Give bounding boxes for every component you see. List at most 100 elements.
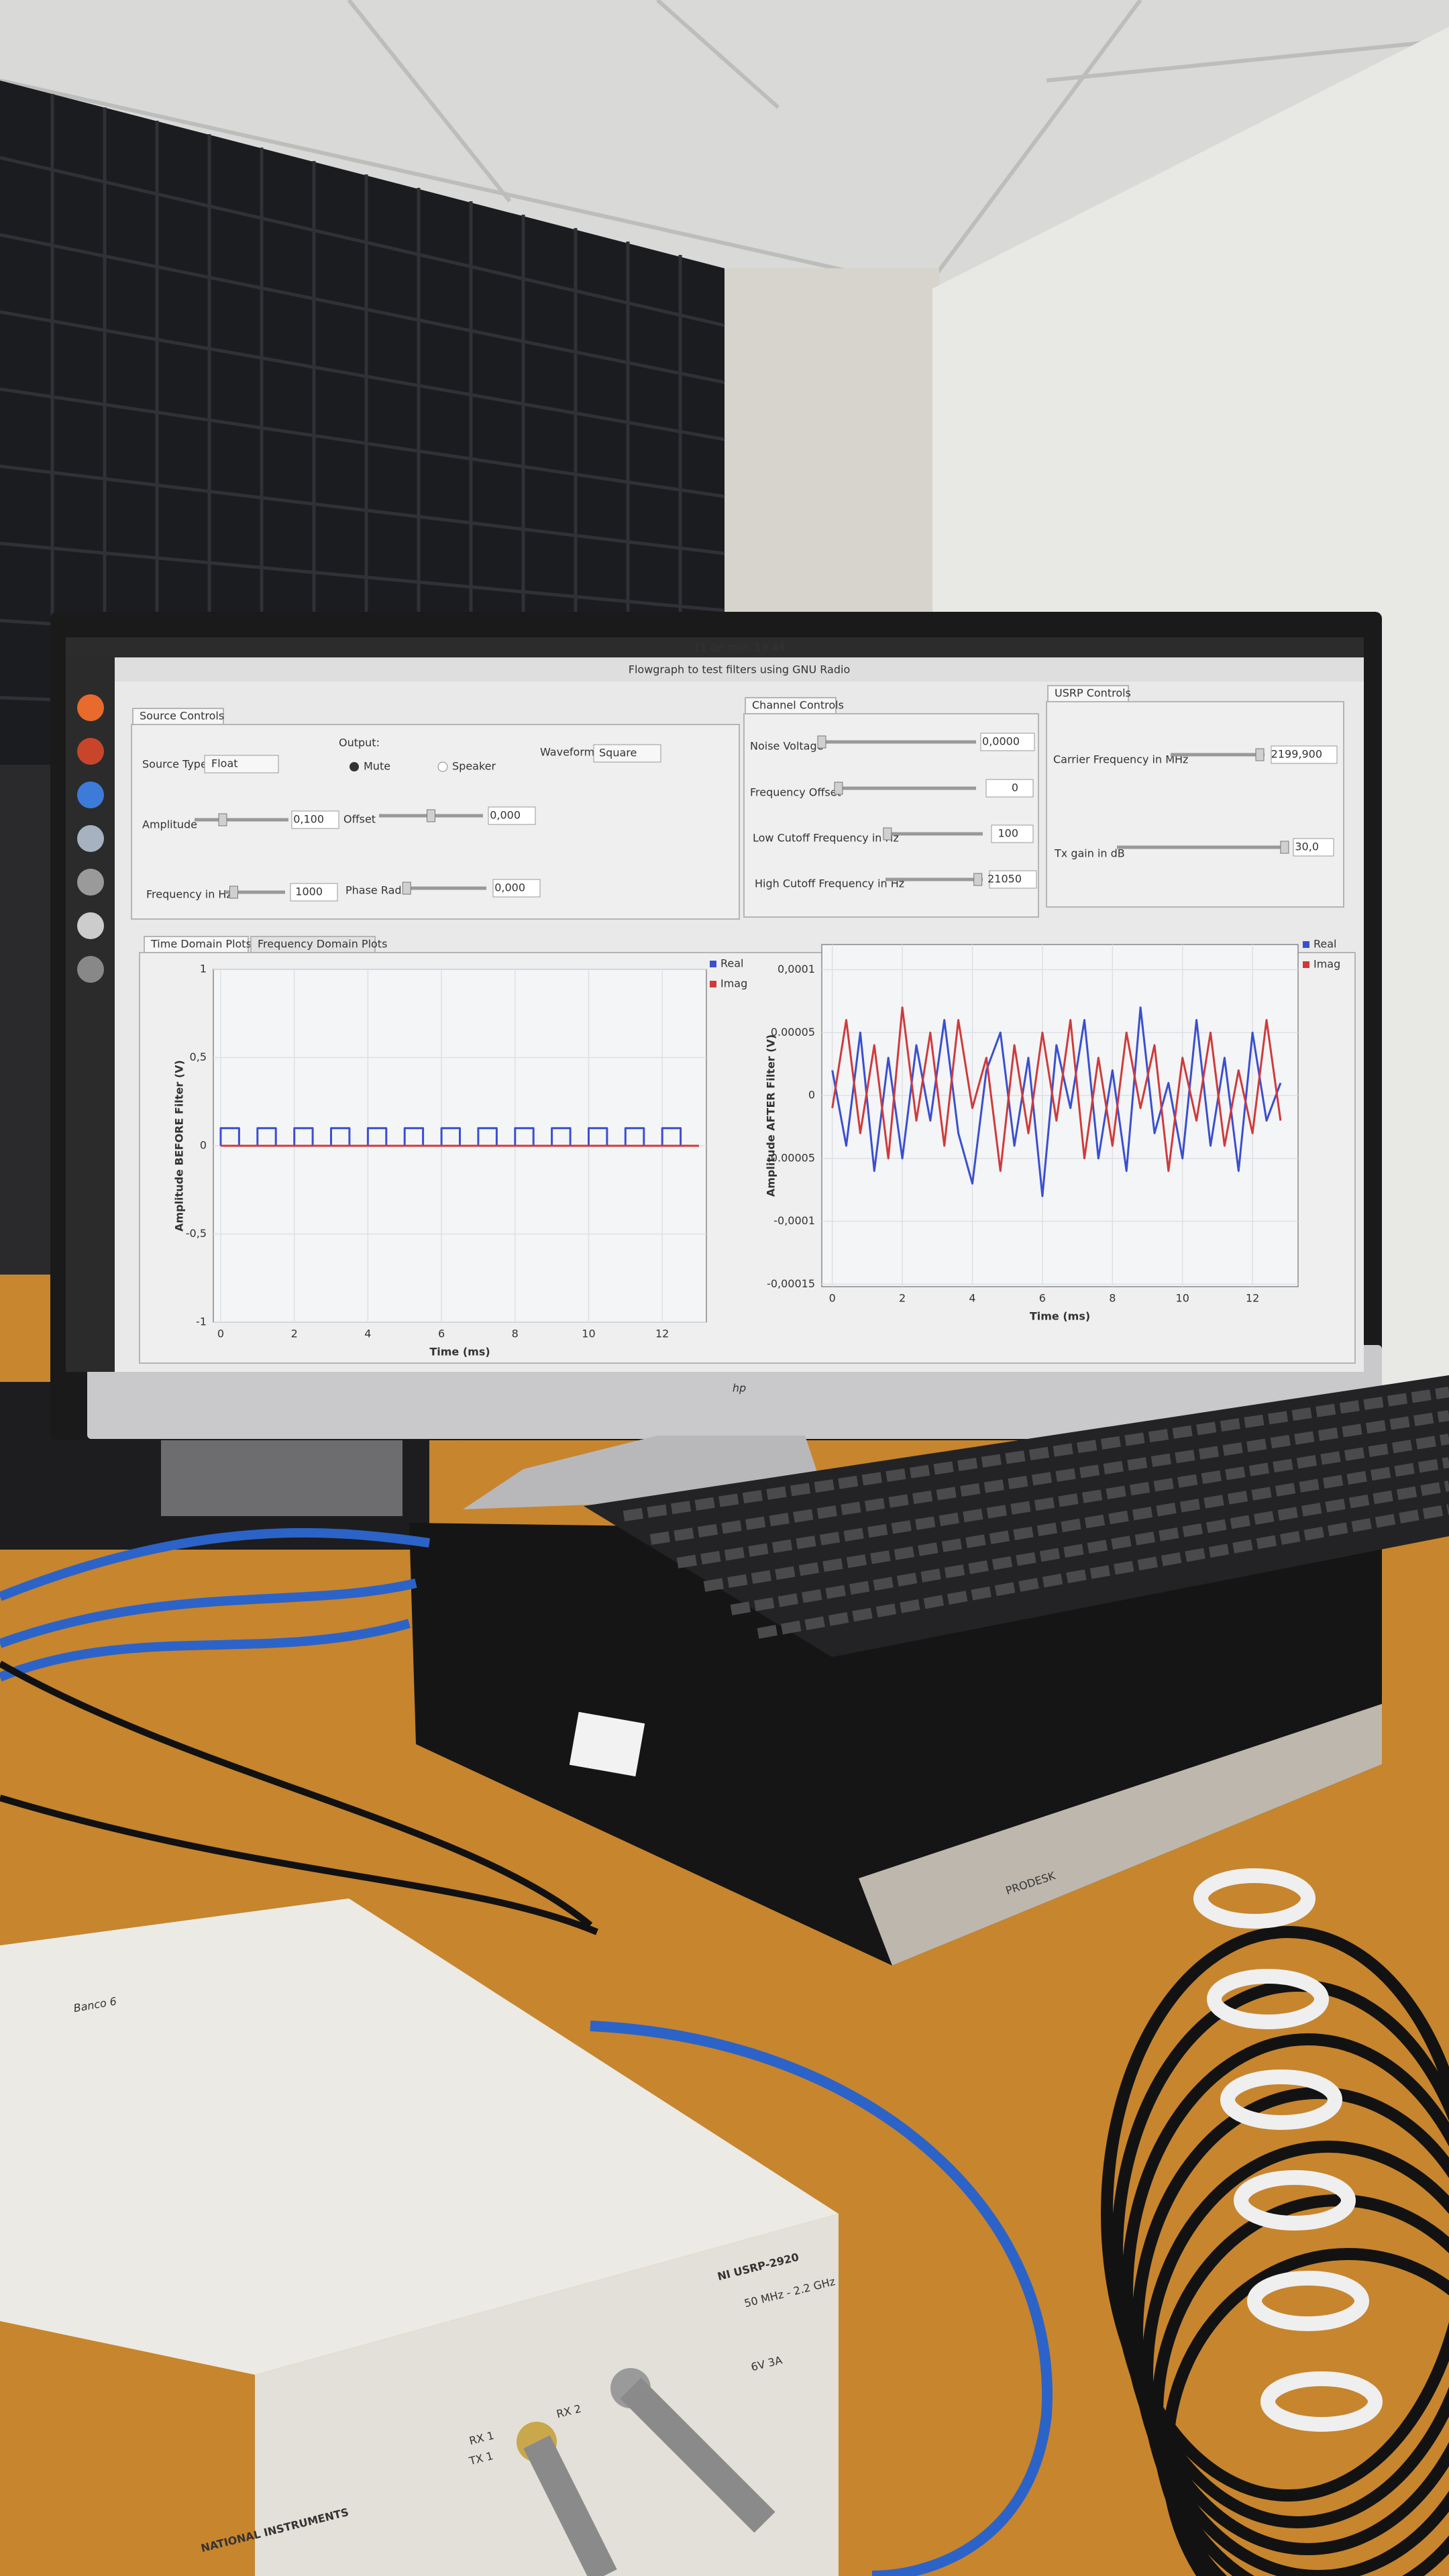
legend-swatch [710,981,716,987]
spin-box[interactable] [985,779,1034,798]
key-row [703,1457,1449,1592]
black-cable-coil [1121,2033,1449,2555]
radio-label: Speaker [452,760,496,773]
plot-tab[interactable] [144,936,249,953]
spin-box[interactable] [488,806,536,825]
spin-box[interactable] [991,824,1034,843]
x-tick-label: 10 [1176,1292,1189,1305]
combo-box[interactable] [593,744,661,763]
x-axis-label: Time (ms) [429,1346,490,1358]
window-title: Flowgraph to test filters using GNU Radi… [629,663,850,676]
combo-value: Float [211,757,238,770]
slider-handle[interactable] [817,735,826,749]
top-bar [66,637,1364,657]
plot-area [821,944,1299,1287]
clock: 11 de mar. 19:44 [693,641,785,654]
spin-box[interactable] [980,733,1035,751]
slider-handle[interactable] [218,813,227,826]
spin-value: 0,000 [490,809,521,822]
cable-spiral [1220,2070,1342,2130]
monitor-logo: hp [733,1382,746,1395]
dock-icon [77,825,104,852]
radio[interactable] [350,762,359,771]
y-tick-label: 0,0001 [777,963,815,975]
combo-box[interactable] [204,755,279,773]
x-tick-label: 2 [899,1292,906,1305]
x-tick-label: 8 [512,1328,519,1340]
x-tick-label: 4 [969,1292,975,1305]
plot-tab[interactable] [250,936,376,953]
spin-box[interactable] [1293,838,1334,857]
x-tick-label: 4 [364,1328,371,1340]
black-cable-coil [1131,2087,1449,2576]
legend-label: Real [1313,938,1337,951]
plot-tab-label: Frequency Domain Plots [258,938,387,951]
y-tick-label: -0.00005 [767,1151,815,1164]
radio-label: Mute [364,760,390,773]
dock-icon [77,738,104,765]
window-bar [0,541,725,612]
radio[interactable] [437,761,448,772]
legend-swatch [1303,941,1309,948]
y-tick-label: -1 [196,1316,207,1328]
window-bar [0,233,725,384]
spin-box[interactable] [1271,745,1338,764]
window-bar [0,156,725,327]
y-tick-label: 1 [200,963,207,975]
window [0,80,724,778]
spin-box[interactable] [291,810,339,829]
slider-handle[interactable] [402,881,411,895]
series-line [831,1006,1282,1172]
slider-handle[interactable] [229,885,238,899]
spin-box[interactable] [290,883,338,902]
slider-handle[interactable] [834,782,843,795]
legend-label: Imag [720,977,747,990]
control-label: Frequency in Hz [146,888,232,901]
window-bar [0,387,725,498]
spin-value: 21050 [987,873,1022,885]
spin-box[interactable] [492,879,541,898]
cable-spiral [1247,2271,1369,2331]
x-tick-label: 10 [582,1328,595,1340]
title-bar [115,657,1364,682]
x-axis-label: Time (ms) [1030,1310,1090,1323]
slider-handle[interactable] [973,873,983,886]
key-row [623,1387,1449,1521]
x-tick-label: 12 [1246,1292,1259,1305]
plot-tab-label: Time Domain Plots [150,938,252,951]
cable-spiral [1260,2371,1383,2432]
black-cable-coil [1101,1926,1449,2502]
key-row [676,1434,1449,1568]
slider-handle[interactable] [1280,841,1289,854]
x-tick-label: 8 [1109,1292,1116,1305]
spin-value: 30,0 [1295,841,1319,853]
panel-tab-label: Source Controls [140,710,224,722]
panel-tab [132,708,224,725]
spin-value: 2199,900 [1271,748,1322,761]
black-cable [0,1660,598,1935]
legend-label: Imag [1313,958,1340,971]
dock-icon [77,912,104,939]
y-tick-label: 0.00005 [771,1026,815,1038]
spin-value: 100 [998,827,1018,840]
slider-handle[interactable] [1255,748,1265,761]
control-label: Amplitude [142,818,197,831]
y-tick-label: 0,5 [190,1051,207,1063]
y-tick-label: 0 [200,1139,207,1152]
dock-icon [77,694,104,721]
spin-value: 0,100 [293,813,324,826]
spin-box[interactable] [989,870,1037,889]
legend-swatch [710,961,716,967]
x-tick-label: 0 [829,1292,836,1305]
panel-tab [745,697,837,714]
slider-handle[interactable] [427,809,435,822]
cable-spiral [1193,1868,1316,1929]
black-cable-coil [1151,2194,1449,2576]
panel-tab [1047,685,1129,702]
usrp-front [255,2214,839,2576]
slider-handle[interactable] [883,827,892,841]
x-tick-label: 12 [655,1328,669,1340]
window-bar [0,464,725,555]
